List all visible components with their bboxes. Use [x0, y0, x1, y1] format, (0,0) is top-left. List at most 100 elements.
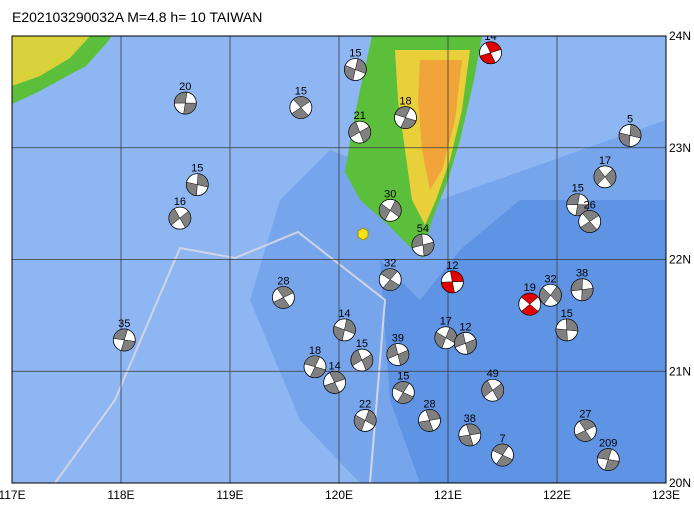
beachball-quadrant — [597, 448, 620, 471]
beachball-quadrant — [380, 268, 400, 291]
beachball — [518, 292, 542, 316]
beachball — [272, 286, 295, 309]
beachball-quadrant — [411, 233, 435, 257]
beachball-quadrant — [186, 173, 209, 196]
y-tick-label: 23N — [669, 141, 691, 155]
beachball — [491, 443, 514, 467]
beachball-quadrant — [575, 419, 596, 442]
depth-label: 49 — [487, 368, 499, 380]
beachball — [386, 343, 410, 366]
depth-label: 21 — [354, 110, 366, 122]
depth-label: 32 — [544, 273, 556, 285]
beachball-quadrant — [418, 409, 441, 432]
depth-label: 32 — [384, 258, 396, 270]
depth-label: 14 — [484, 31, 496, 43]
depth-label: 14 — [329, 360, 341, 372]
beachball-quadrant — [481, 380, 504, 401]
beachball-quadrant — [174, 91, 197, 115]
beachball — [185, 173, 209, 197]
beachball-quadrant — [304, 355, 326, 378]
beachball — [458, 423, 482, 447]
x-tick-label: 118E — [107, 488, 134, 502]
depth-label: 26 — [584, 200, 596, 212]
beachball — [555, 318, 579, 342]
depth-label: 12 — [446, 260, 458, 272]
map-title: E202103290032A M=4.8 h= 10 TAIWAN — [12, 9, 262, 25]
depth-label: 38 — [576, 268, 588, 280]
depth-label: 20 — [179, 81, 191, 93]
beachball — [348, 120, 372, 144]
beachball-quadrant — [555, 318, 578, 342]
depth-label: 30 — [384, 188, 396, 200]
depth-label: 15 — [191, 163, 203, 175]
depth-label: 39 — [392, 332, 404, 344]
beachball — [539, 283, 562, 307]
depth-label: 27 — [579, 408, 591, 420]
map-frame — [11, 35, 667, 484]
beachball — [578, 210, 602, 233]
beachball-quadrant — [618, 124, 642, 147]
depth-label: 19 — [524, 282, 536, 294]
depth-label: 15 — [561, 308, 573, 320]
y-tick-label: 20N — [669, 476, 691, 490]
depth-label: 18 — [309, 345, 321, 357]
beachball-quadrant — [394, 106, 417, 129]
x-tick-label: 119E — [216, 488, 243, 502]
beachball — [112, 328, 136, 352]
beachball — [596, 448, 620, 471]
x-tick-label: 117E — [0, 488, 26, 502]
beachball — [434, 326, 458, 350]
depth-label: 5 — [627, 113, 633, 125]
beachball — [479, 41, 502, 65]
beachball — [173, 91, 197, 115]
beachball — [168, 206, 192, 230]
beachball — [353, 409, 377, 432]
beachball-quadrant — [353, 409, 377, 432]
beachball — [454, 331, 477, 355]
beachball — [323, 371, 347, 394]
depth-label: 7 — [499, 433, 505, 445]
beachball — [593, 165, 617, 189]
taiwan-mountains — [418, 60, 462, 190]
x-tick-label: 122E — [543, 488, 571, 502]
beachball — [618, 124, 642, 147]
beachball — [378, 198, 402, 222]
beachball-quadrant — [113, 328, 136, 352]
beachball — [333, 318, 356, 342]
beachball — [573, 419, 597, 442]
beachball-quadrant — [379, 200, 402, 221]
beachball-quadrant — [350, 349, 374, 371]
beachball-quadrant — [168, 208, 192, 229]
beachball-quadrant — [386, 343, 410, 366]
beachball-quadrant — [392, 381, 414, 404]
beachball-quadrant — [333, 318, 356, 341]
beachball-quadrant — [580, 210, 600, 233]
depth-label: 15 — [349, 48, 361, 60]
depth-label: 15 — [295, 86, 307, 98]
y-tick-label: 24N — [669, 29, 691, 43]
beachball-quadrant — [539, 286, 562, 305]
grid — [12, 36, 666, 483]
beachball — [303, 355, 327, 379]
beachball-quadrant — [454, 332, 477, 355]
depth-label: 15 — [397, 370, 409, 382]
depth-label: 18 — [399, 96, 411, 108]
x-tick-label: 120E — [325, 488, 353, 502]
y-tick-label: 22N — [669, 253, 691, 267]
y-tick-label: 21N — [669, 364, 691, 378]
china-highland — [12, 36, 90, 86]
beachball — [440, 270, 464, 294]
beachball-quadrant — [291, 96, 311, 119]
depth-label: 14 — [338, 308, 350, 320]
x-tick-label: 123E — [652, 488, 680, 502]
beachball-quadrant — [441, 270, 464, 294]
depth-label: 17 — [599, 155, 611, 167]
depth-label: 38 — [464, 413, 476, 425]
beachball-quadrant — [593, 167, 617, 186]
depth-label: 17 — [440, 316, 452, 328]
beachball-quadrant — [520, 292, 539, 316]
beachball — [391, 381, 415, 404]
depth-label: 15 — [572, 183, 584, 195]
beachball — [411, 233, 435, 257]
